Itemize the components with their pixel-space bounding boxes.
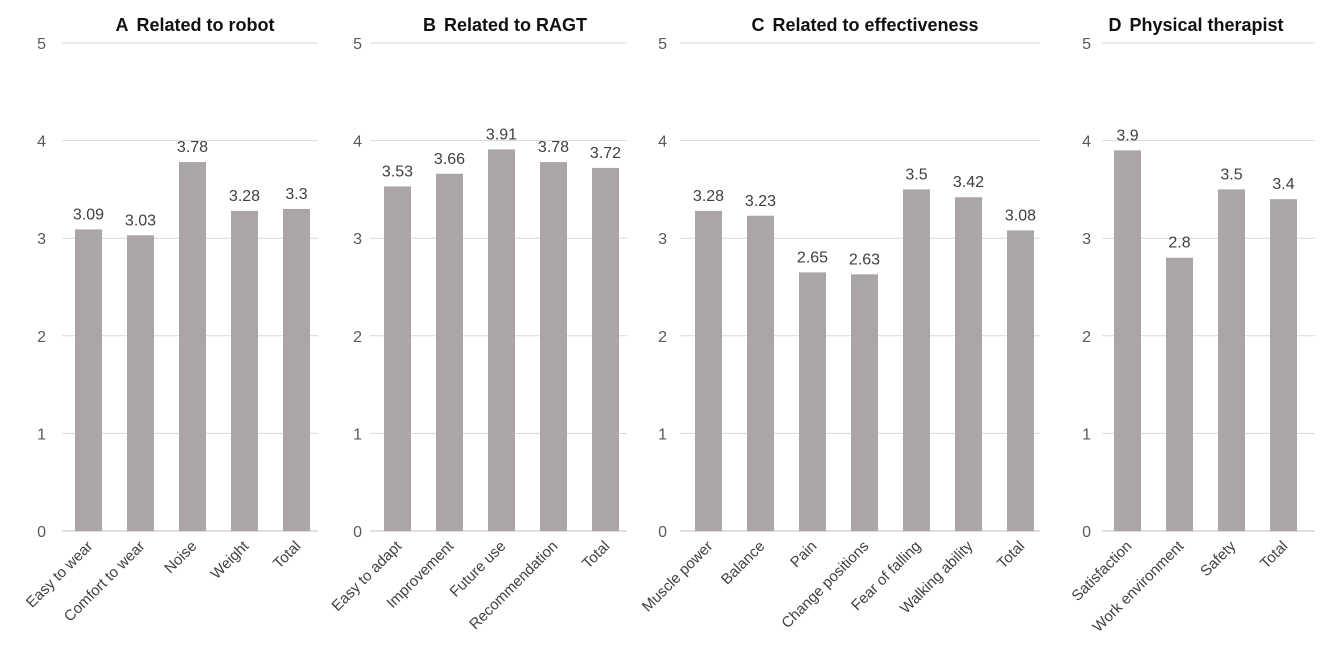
panel-d-y-tick-0: 0: [1082, 524, 1091, 541]
panel-d-value-label-work-environment: 2.8: [1168, 235, 1190, 252]
panel-a-y-tick-5: 5: [37, 36, 46, 53]
panel-d-value-label-safety: 3.5: [1220, 166, 1242, 183]
panel-a-value-label-total: 3.3: [285, 186, 307, 203]
panel-c: C Related to effectiveness 0 1 2 3 4 5 3.28 Musc…: [639, 15, 1040, 632]
panel-a-value-label-easy-to-wear: 3.09: [73, 206, 104, 223]
panel-c-bar-pain: [799, 272, 826, 531]
panel-c-bar-balance: [747, 215, 774, 531]
panel-a-value-label-comfort-to-wear: 3.03: [125, 212, 156, 229]
panel-c-category-label-muscle-power: Muscle power: [639, 538, 716, 615]
panel-a-y-tick-1: 1: [37, 426, 46, 443]
panel-d-y-tick-2: 2: [1082, 329, 1091, 346]
panel-b-value-label-improvement: 3.66: [434, 151, 465, 168]
panel-b-title: B Related to RAGT: [423, 15, 587, 35]
panel-a-category-label-weight: Weight: [207, 537, 252, 582]
panel-d-category-label-work-environment: Work environment: [1089, 537, 1187, 635]
panel-c-value-label-balance: 3.23: [745, 193, 776, 210]
panel-a-bar-comfort-to-wear: [127, 235, 154, 531]
panel-c-y-tick-3: 3: [658, 231, 667, 248]
panel-d-category-label-total: Total: [1257, 538, 1291, 572]
panel-b-bar-easy-to-adapt: [384, 186, 411, 532]
panel-d: D Physical therapist 0123453.9Satisfactio…: [1068, 15, 1315, 636]
panel-a-y-tick-0: 0: [37, 524, 46, 541]
panel-d-value-label-satisfaction: 3.9: [1116, 127, 1138, 144]
panel-b-y-tick-2: 2: [353, 329, 362, 346]
panel-b-category-label-recommendation: Recommendation: [466, 538, 561, 633]
panel-d-bar-work-environment: [1166, 257, 1193, 531]
panel-c-bar-fear-of-falling: [903, 189, 930, 531]
panel-c-category-label-pain: Pain: [787, 538, 820, 571]
panel-c-value-label-total: 3.08: [1005, 207, 1036, 224]
panel-c-bar-walking-ability: [955, 197, 982, 531]
panel-b-bar-total: [592, 167, 619, 532]
panel-c-category-label-change-positions: Change positions: [778, 538, 872, 632]
panel-c-bar-change-positions: [851, 274, 878, 531]
panel-d-y-tick-5: 5: [1082, 36, 1091, 53]
panel-c-y-tick-5: 5: [658, 36, 667, 53]
panel-a-value-label-noise: 3.78: [177, 139, 208, 156]
panel-a-y-tick-4: 4: [37, 134, 46, 151]
panel-b-bar-future-use: [488, 149, 515, 531]
panel-a-category-label-noise: Noise: [161, 538, 200, 577]
panel-c-title: C Related to effectiveness: [751, 15, 978, 35]
panel-a-bar-noise: [179, 162, 206, 531]
panel-d-y-tick-1: 1: [1082, 426, 1091, 443]
panel-b-y-tick-4: 4: [353, 134, 362, 151]
panel-b-category-label-total: Total: [579, 538, 613, 572]
panel-a-bar-total: [283, 208, 310, 532]
panel-d-bar-satisfaction: [1114, 150, 1141, 532]
panel-c-value-label-muscle-power: 3.28: [693, 188, 724, 205]
panel-d-y-tick-4: 4: [1082, 134, 1091, 151]
panel-a-y-tick-2: 2: [37, 329, 46, 346]
panel-d-y-tick-3: 3: [1082, 231, 1091, 248]
panel-c-y-tick-2: 2: [658, 329, 667, 346]
panel-c-y-tick-0: 0: [658, 524, 667, 541]
panel-c-category-label-total: Total: [994, 538, 1028, 572]
panel-a-bar-easy-to-wear: [75, 229, 102, 531]
panel-c-bar-total: [1007, 230, 1034, 531]
panel-c-y-tick-1: 1: [658, 426, 667, 443]
panel-b-y-tick-1: 1: [353, 426, 362, 443]
panel-a-title: A Related to robot: [116, 15, 275, 35]
panel-b-value-label-easy-to-adapt: 3.53: [382, 163, 413, 180]
panel-d-value-label-total: 3.4: [1272, 176, 1294, 193]
panel-d-bar-total: [1270, 199, 1297, 531]
panel-a-value-label-weight: 3.28: [229, 188, 260, 205]
panel-c-value-label-walking-ability: 3.42: [953, 174, 984, 191]
panel-c-value-label-change-positions: 2.63: [849, 251, 880, 268]
panel-b-value-label-recommendation: 3.78: [538, 139, 569, 156]
panel-b-y-tick-0: 0: [353, 524, 362, 541]
panel-c-value-label-pain: 2.65: [797, 249, 828, 266]
panel-d-category-label-safety: Safety: [1197, 537, 1239, 579]
panel-b-bar-improvement: [436, 173, 463, 531]
panel-b-y-tick-5: 5: [353, 36, 362, 53]
panel-c-category-label-balance: Balance: [718, 538, 768, 588]
panel-d-bar-safety: [1218, 189, 1245, 531]
panel-b-bar-recommendation: [540, 162, 567, 531]
panel-a-y-tick-3: 3: [37, 231, 46, 248]
panel-b-value-label-future-use: 3.91: [486, 126, 517, 143]
panel-c-bar-muscle-power: [695, 210, 722, 531]
panel-c-y-tick-4: 4: [658, 134, 667, 151]
panel-a-category-label-total: Total: [270, 538, 304, 572]
panel-a-bar-weight: [231, 210, 258, 531]
panel-b-y-tick-3: 3: [353, 231, 362, 248]
panel-c-value-label-fear-of-falling: 3.5: [905, 166, 927, 183]
panel-d-title: D Physical therapist: [1108, 15, 1283, 35]
panel-b-value-label-total: 3.72: [590, 145, 621, 162]
